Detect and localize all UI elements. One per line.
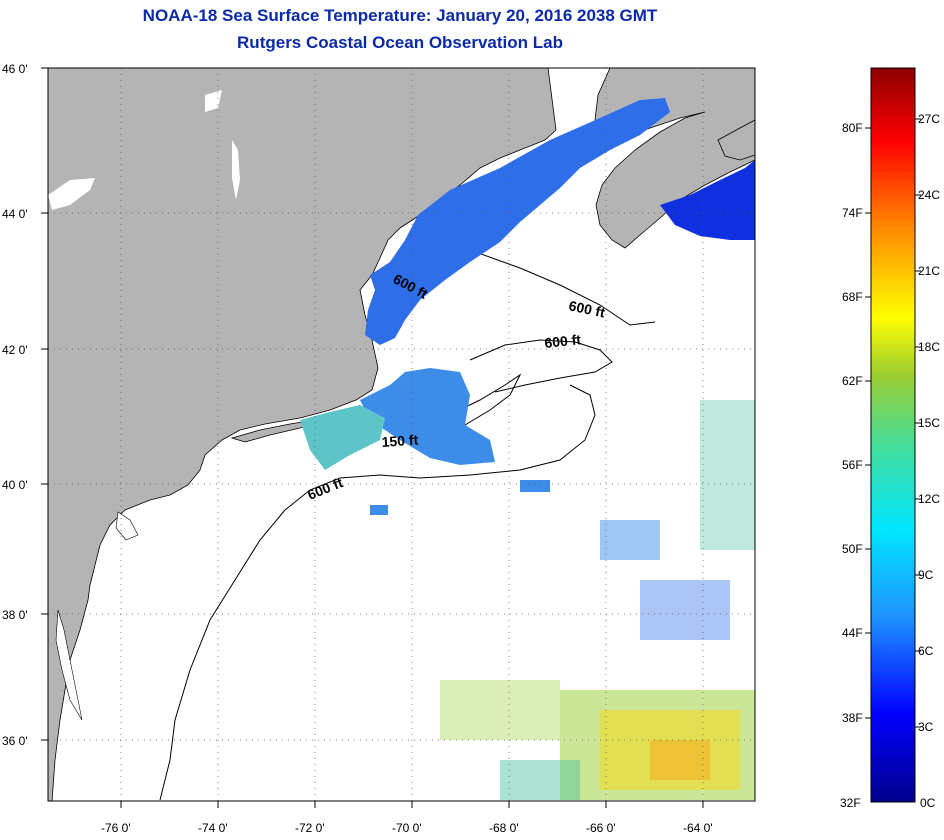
colorbar-c-label: 3C: [918, 720, 934, 734]
lat-label: 40 0': [2, 478, 28, 492]
colorbar-c-label: 15C: [918, 416, 940, 430]
lon-label: -70 0': [392, 821, 422, 835]
lake-fragment: [205, 90, 222, 112]
map-frame: [47, 67, 756, 802]
lon-label: -72 0': [295, 821, 325, 835]
colorbar-gradient: [870, 67, 916, 803]
delaware-bay: [115, 511, 139, 541]
colorbar-f-label: 50F: [842, 542, 863, 556]
lon-label: -68 0': [489, 821, 519, 835]
land-cape-breton: [717, 119, 755, 161]
contour-600ft-south: [159, 384, 596, 801]
lat-label: 38 0': [2, 608, 28, 622]
lake-ontario: [48, 178, 95, 210]
colorbar-c-label: 18C: [918, 340, 940, 354]
lake-champlain: [232, 140, 240, 200]
lon-label: -64 0': [683, 821, 713, 835]
colorbar-f-label: 38F: [842, 711, 863, 725]
sst-swath-offshore: [360, 368, 495, 465]
colorbar-f-label: 80F: [842, 121, 863, 135]
lon-label: -66 0': [586, 821, 616, 835]
sst-swath-gulf-of-maine: [365, 98, 670, 345]
colorbar-f-label: 68F: [842, 290, 863, 304]
lon-label: -76 0': [101, 821, 131, 835]
sst-swath-shelf: [300, 405, 385, 470]
chesapeake-bay: [55, 609, 83, 721]
contour-label: 600 ft: [544, 331, 582, 351]
colorbar-f-label: 62F: [842, 374, 863, 388]
lat-label: 46 0': [2, 62, 28, 76]
colorbar-f-label: 74F: [842, 206, 863, 220]
lat-label: 44 0': [2, 207, 28, 221]
contour-label: 150 ft: [381, 431, 419, 450]
map-title: NOAA-18 Sea Surface Temperature: January…: [142, 6, 658, 25]
sst-speckles: [370, 400, 755, 800]
colorbar-c-label: 27C: [918, 112, 940, 126]
colorbar-c-label: 24C: [918, 188, 940, 202]
colorbar-f-label: 44F: [842, 626, 863, 640]
colorbar-f-label: 56F: [842, 458, 863, 472]
colorbar-c-label: 12C: [918, 492, 940, 506]
tick-marks: [41, 67, 704, 808]
lat-label: 36 0': [2, 734, 28, 748]
colorbar-ticks: [865, 118, 921, 728]
colorbar-c-label: 6C: [918, 644, 934, 658]
map-subtitle: Rutgers Coastal Ocean Observation Lab: [237, 33, 563, 52]
colorbar-c-label: 0C: [920, 796, 936, 810]
lon-label: -74 0': [198, 821, 228, 835]
colorbar-c-label: 21C: [918, 264, 940, 278]
contour-label: 600 ft: [567, 297, 606, 320]
sst-swath-nova-scotia: [660, 160, 755, 240]
colorbar-c-label: 9C: [918, 568, 934, 582]
lat-label: 42 0': [2, 343, 28, 357]
graticule: [48, 68, 755, 801]
colorbar-f-label: 32F: [840, 796, 861, 810]
